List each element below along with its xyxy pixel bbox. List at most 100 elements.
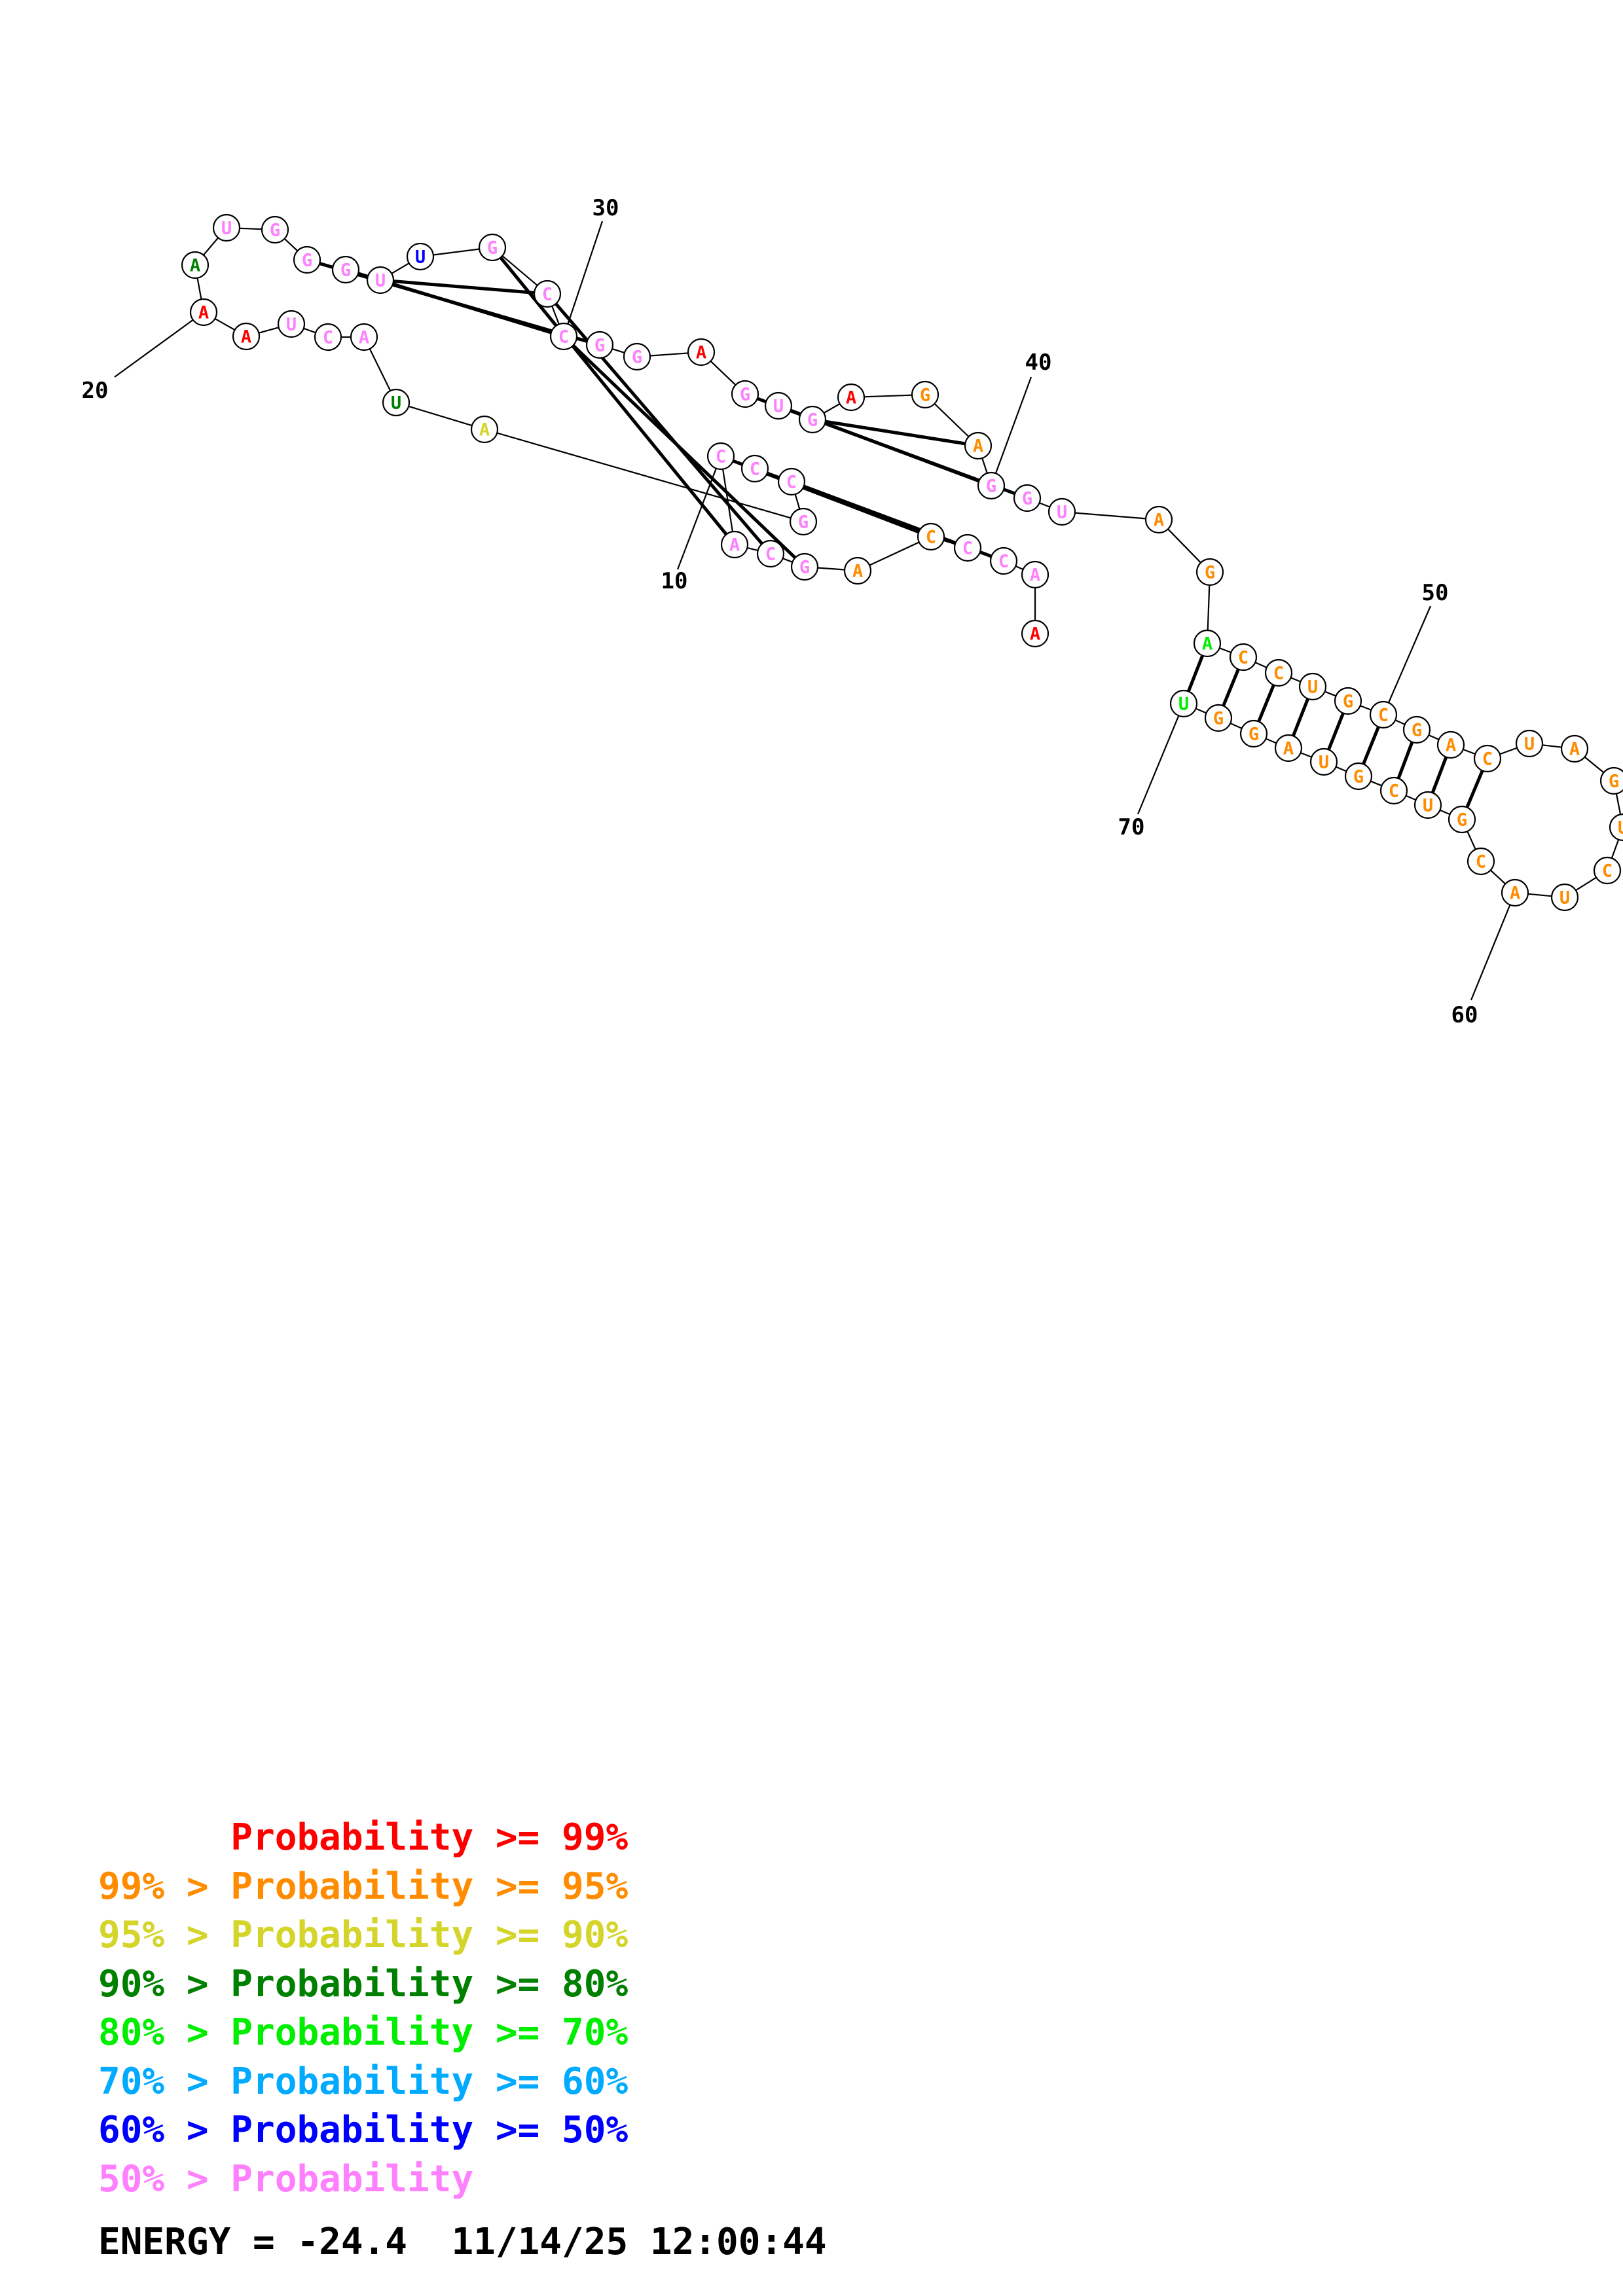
nucleotide: C	[1473, 744, 1502, 773]
position-tick	[1470, 905, 1511, 1001]
nucleotide: G	[789, 507, 818, 536]
nucleotide-circle	[212, 213, 241, 242]
backbone-segment	[551, 306, 560, 325]
nucleotide-base-letter: G	[1213, 709, 1224, 729]
nucleotide-base-letter: A	[1569, 740, 1580, 760]
nucleotide: C	[314, 323, 342, 351]
nucleotide-circle	[478, 233, 507, 262]
position-tick	[1387, 605, 1432, 704]
nucleotide-base-letter: C	[1273, 664, 1284, 684]
base-pair-bond	[393, 279, 535, 295]
nucleotide-circle	[350, 323, 378, 351]
nucleotide-circle	[1379, 776, 1408, 805]
energy-and-timestamp: ENERGY = -24.4 11/14/25 12:00:44	[98, 2221, 827, 2263]
nucleotide-circle	[798, 405, 827, 434]
nucleotide: G	[798, 405, 827, 434]
nucleotide: G	[1239, 719, 1268, 748]
nucleotide-base-letter: A	[1030, 565, 1040, 586]
nucleotide-circle	[1013, 484, 1042, 512]
nucleotide-base-letter: C	[716, 447, 726, 467]
nucleotide: A	[232, 322, 261, 351]
nucleotide-circle	[261, 215, 289, 244]
backbone-segment	[710, 361, 737, 386]
base-pair-bond	[1396, 741, 1414, 780]
nucleotide: A	[964, 431, 993, 460]
nucleotide-base-letter: C	[765, 545, 776, 565]
nucleotide: G	[585, 331, 614, 359]
legend-entry: 70% > Probability >= 60%	[98, 2063, 628, 2100]
nucleotide: U	[1515, 729, 1544, 758]
backbone-segment	[1615, 793, 1622, 815]
nucleotide-circle	[964, 431, 993, 460]
nucleotide-base-letter: G	[799, 558, 810, 578]
backbone-segment	[1499, 747, 1518, 755]
nucleotide-circle	[1448, 805, 1476, 834]
base-pair-bond	[825, 420, 966, 446]
nucleotide: G	[1448, 805, 1476, 834]
nucleotide: A	[843, 556, 872, 585]
nucleotide-base-letter: C	[1238, 648, 1249, 668]
nucleotide-base-letter: C	[323, 328, 333, 348]
backbone-segment	[864, 394, 913, 398]
nucleotide-base-letter: A	[1202, 634, 1213, 655]
legend-threshold: 80% >	[98, 2011, 231, 2054]
backbone-segment	[1428, 734, 1440, 740]
nucleotide: A	[1021, 560, 1049, 589]
nucleotide-base-letter: G	[270, 221, 280, 241]
nucleotide: G	[1195, 558, 1224, 586]
nucleotide: C	[740, 454, 769, 483]
nucleotide-circle	[1298, 672, 1327, 701]
nucleotide-circle	[1593, 856, 1622, 885]
nucleotide-circle	[1334, 687, 1362, 715]
nucleotide-base-letter: G	[807, 410, 818, 431]
nucleotide-circle	[1264, 658, 1293, 687]
nucleotide-base-letter: C	[1389, 781, 1399, 802]
nucleotide-base-letter: A	[973, 437, 983, 457]
nucleotide-base-letter: C	[786, 473, 797, 493]
position-tick	[676, 468, 717, 570]
backbone-segment	[501, 255, 538, 286]
legend-entry: 99% > Probability >= 95%	[98, 1868, 628, 1905]
backbone-segment	[817, 567, 845, 571]
nucleotide-circle	[277, 310, 306, 338]
position-tick	[1137, 715, 1180, 815]
nucleotide-circle	[1501, 878, 1529, 907]
nucleotide-circle	[331, 255, 360, 284]
legend-entry: 95% > Probability >= 90%	[98, 1917, 628, 1954]
backbone-segment	[782, 558, 793, 563]
nucleotide-base-letter: U	[286, 315, 297, 335]
legend-threshold: 95% >	[98, 1914, 231, 1956]
position-label: 70	[1118, 814, 1145, 840]
nucleotide-base-letter: G	[740, 385, 750, 405]
nucleotide: C	[533, 279, 562, 308]
base-pair-bond	[1327, 712, 1345, 751]
legend-range: Probability >= 50%	[230, 2109, 629, 2151]
nucleotide-base-letter: G	[798, 512, 809, 533]
nucleotide-base-letter: C	[542, 285, 553, 305]
nucleotide-circle	[731, 380, 759, 408]
backbone-segment	[203, 237, 219, 256]
backbone-segment	[1324, 691, 1336, 697]
nucleotide-circle	[756, 539, 785, 568]
backbone-segment	[1370, 780, 1382, 787]
nucleotide-circle	[1239, 719, 1268, 748]
nucleotide: G	[623, 342, 651, 371]
nucleotide-circle	[232, 322, 261, 351]
nucleotide: G	[478, 233, 507, 262]
position-label: 30	[593, 195, 619, 221]
legend-range: Probability >= 95%	[230, 1865, 629, 1908]
nucleotide: C	[549, 322, 578, 351]
position-tick	[567, 221, 604, 325]
backbone-segment	[1074, 512, 1146, 520]
nucleotide: G	[1402, 715, 1431, 744]
nucleotide-base-letter: A	[846, 388, 856, 408]
backbone-segment	[794, 493, 801, 510]
position-label: 60	[1451, 1002, 1478, 1028]
nucleotide-base-letter: U	[1618, 818, 1623, 838]
nucleotide: C	[1467, 847, 1495, 876]
nucleotide-circle	[837, 383, 866, 412]
base-pair-bond	[1186, 655, 1205, 692]
backbone-segment	[611, 348, 625, 354]
nucleotide-circle	[533, 279, 562, 308]
legend-threshold: 70% >	[98, 2060, 231, 2103]
